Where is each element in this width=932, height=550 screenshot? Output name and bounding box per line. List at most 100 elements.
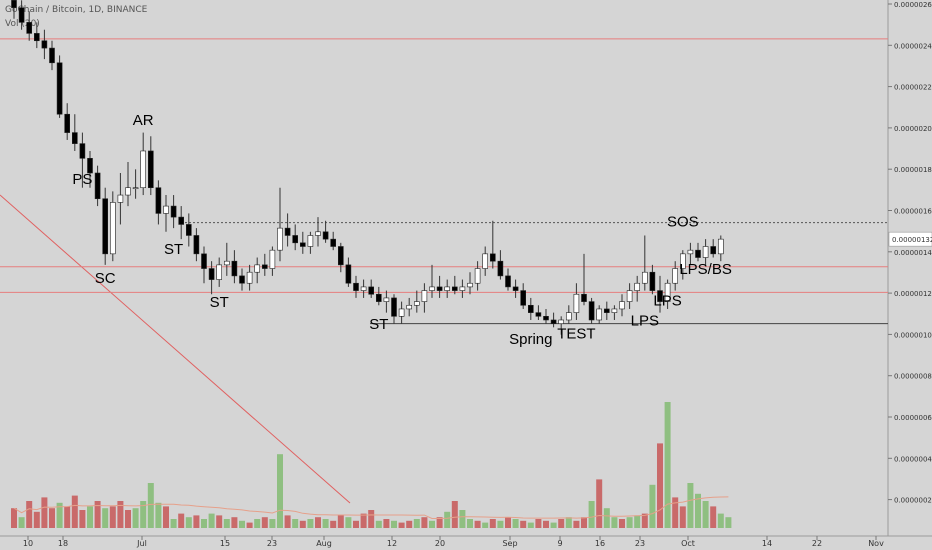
volume-bar bbox=[497, 520, 504, 528]
volume-bar bbox=[391, 520, 397, 528]
candle-body bbox=[375, 293, 382, 302]
volume-bar bbox=[687, 483, 694, 528]
volume-bar bbox=[201, 519, 207, 528]
candle-body bbox=[284, 227, 291, 236]
candle-body bbox=[178, 216, 184, 225]
candle-body bbox=[573, 293, 580, 313]
candle-body bbox=[543, 316, 549, 321]
candle-body bbox=[208, 268, 215, 280]
volume-bar bbox=[725, 517, 732, 528]
x-tick-label: 14 bbox=[762, 539, 772, 548]
wyckoff-annotation: SOS bbox=[667, 213, 699, 230]
volume-bar bbox=[147, 483, 154, 528]
candle-body bbox=[535, 312, 542, 317]
candle-body bbox=[33, 33, 40, 42]
x-tick-label: Aug bbox=[316, 539, 332, 548]
volume-bar bbox=[641, 513, 648, 528]
candle-body bbox=[489, 253, 496, 262]
volume-bar bbox=[277, 454, 283, 528]
volume-bar bbox=[429, 520, 435, 528]
volume-bar bbox=[132, 508, 139, 528]
candle-body bbox=[254, 264, 260, 273]
candle-body bbox=[216, 264, 222, 280]
candle-body bbox=[413, 301, 420, 306]
candle-body bbox=[132, 187, 139, 190]
x-tick-label: 23 bbox=[267, 539, 277, 548]
x-tick-label: 9 bbox=[557, 539, 562, 548]
candle-body bbox=[49, 47, 55, 64]
candle-body bbox=[193, 235, 200, 255]
x-tick-label: 12 bbox=[387, 539, 397, 548]
volume-bar bbox=[41, 497, 48, 528]
wyckoff-annotation: AR bbox=[133, 112, 154, 129]
candle-body bbox=[482, 253, 489, 269]
wyckoff-annotation: LPS/BS bbox=[679, 261, 732, 278]
candle-body bbox=[565, 312, 572, 321]
candle-body bbox=[26, 22, 33, 34]
wyckoff-annotation: LPS bbox=[653, 292, 681, 309]
x-tick-label: 22 bbox=[812, 539, 822, 548]
x-tick-label: Sep bbox=[502, 539, 517, 548]
volume-bar bbox=[421, 517, 428, 528]
candle-body bbox=[140, 150, 146, 189]
candle-body bbox=[687, 249, 694, 255]
candle-body bbox=[444, 286, 451, 291]
volume-bar bbox=[155, 502, 162, 528]
candle-body bbox=[505, 275, 511, 288]
x-tick-label: 18 bbox=[58, 539, 68, 548]
volume-bar bbox=[223, 519, 230, 528]
volume-bar bbox=[284, 515, 291, 528]
volume-bar bbox=[56, 502, 63, 528]
volume-bar bbox=[619, 519, 625, 528]
volume-bar bbox=[292, 519, 299, 528]
volume-bar bbox=[596, 479, 603, 528]
candle-body bbox=[497, 260, 504, 277]
volume-bar bbox=[664, 402, 671, 528]
wyckoff-annotation: SC bbox=[95, 270, 116, 287]
x-tick-label: 20 bbox=[435, 539, 445, 548]
candle-body bbox=[307, 235, 314, 247]
volume-bar bbox=[231, 517, 238, 528]
candle-body bbox=[224, 260, 230, 266]
volume-bar bbox=[489, 519, 496, 528]
volume-bar bbox=[406, 520, 413, 528]
volume-bar bbox=[79, 510, 86, 528]
volume-bar bbox=[239, 520, 245, 528]
candle-body bbox=[117, 194, 124, 203]
volume-bar bbox=[360, 513, 367, 528]
x-tick-label: 10 bbox=[23, 539, 33, 548]
volume-bar bbox=[573, 520, 580, 528]
wyckoff-annotation: PS bbox=[72, 171, 92, 188]
candle-body bbox=[261, 264, 268, 269]
volume-bar bbox=[163, 506, 169, 528]
x-tick-label: 16 bbox=[595, 539, 605, 548]
candle-body bbox=[611, 308, 618, 313]
volume-bar bbox=[345, 517, 352, 528]
candle-body bbox=[459, 286, 466, 291]
volume-bar bbox=[474, 520, 481, 528]
wyckoff-annotation: TEST bbox=[557, 325, 595, 342]
candle-body bbox=[368, 286, 375, 295]
candle-body bbox=[94, 172, 101, 200]
candle-body bbox=[41, 40, 48, 49]
volume-bar bbox=[254, 519, 261, 528]
candle-body bbox=[474, 268, 481, 284]
candle-body bbox=[87, 158, 93, 174]
candle-body bbox=[269, 249, 276, 269]
candle-body bbox=[337, 246, 344, 266]
x-tick-label: Jul bbox=[136, 539, 147, 548]
volume-bar bbox=[436, 517, 443, 528]
volume-bar bbox=[307, 519, 314, 528]
candle-body bbox=[163, 205, 169, 214]
candle-body bbox=[695, 249, 701, 258]
volume-bar bbox=[581, 517, 587, 528]
volume-bar bbox=[634, 515, 641, 528]
volume-bar bbox=[26, 501, 33, 528]
candle-body bbox=[634, 282, 641, 291]
